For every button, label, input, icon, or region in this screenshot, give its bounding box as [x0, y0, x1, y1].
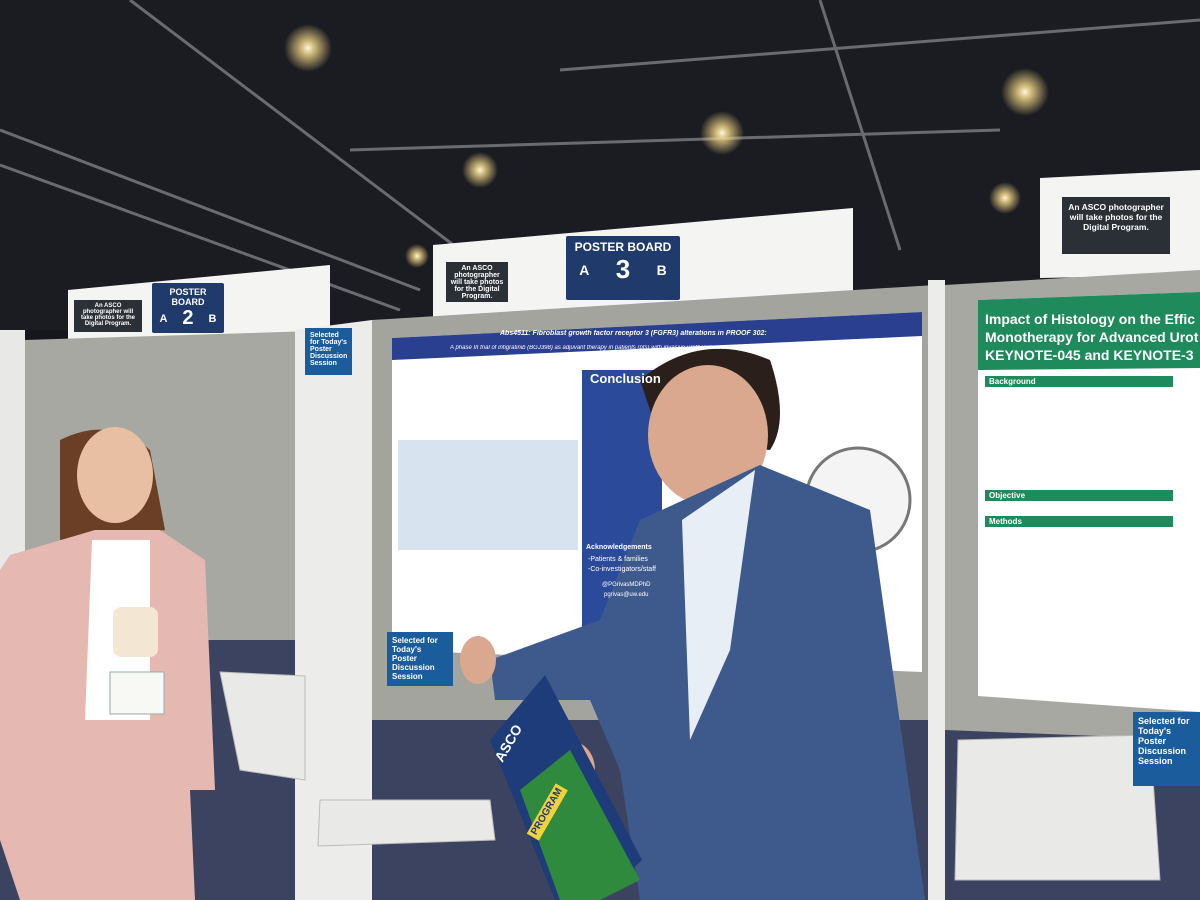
poster-title: KEYNOTE-045 and KEYNOTE-3 — [985, 347, 1194, 363]
poster-section-heading: Objective — [985, 490, 1173, 502]
poster-title: Monotherapy for Advanced Urot — [985, 329, 1199, 345]
sign-letter: A — [159, 312, 168, 325]
poster-title: Abs4511: Fibroblast growth factor recept… — [500, 330, 767, 337]
discussion-label: Selected for Today's Poster Discussion S… — [387, 632, 453, 686]
poster-text: pgrivas@uw.edu — [604, 592, 649, 598]
woman — [0, 427, 215, 900]
poster — [978, 292, 1200, 712]
man — [460, 348, 925, 900]
sign-heading: POSTER BOARD — [169, 287, 207, 307]
ceiling-lights — [284, 24, 1049, 268]
sign-letter: B — [656, 261, 667, 278]
poster-header — [978, 292, 1200, 370]
sign-letter: A — [579, 261, 590, 278]
poster-text: @PGrivasMDPhD — [602, 582, 651, 588]
board-number: 3 — [615, 254, 631, 284]
poster-title: Impact of Histology on the Effic — [985, 311, 1196, 327]
poster-section-heading: Acknowledgements — [586, 544, 652, 551]
poster-subtitle: A phase III trial of infigratinib (BGJ39… — [450, 345, 755, 351]
board-frame — [295, 320, 372, 900]
board-number: 2 — [182, 307, 194, 329]
poster-text: -Co-investigators/staff — [588, 566, 656, 573]
chairs — [219, 671, 1161, 881]
poster-board-sign: POSTER BOARD A 3 B — [566, 236, 680, 300]
poster-section-heading: Methods — [985, 516, 1173, 528]
discussion-label: Selected for Today's Poster Discussion S… — [1133, 712, 1200, 786]
board-frame — [928, 280, 945, 900]
photographer-notice: An ASCO photographer will take photos fo… — [446, 262, 508, 302]
poster-board-sign: POSTER BOARD A 2 B — [152, 283, 224, 333]
photographer-notice: An ASCO photographer will take photos fo… — [74, 300, 142, 332]
discussion-label: Selected for Today's Poster Discussion S… — [305, 328, 352, 375]
sign-heading: POSTER BOARD — [574, 240, 672, 254]
poster-figure — [398, 440, 578, 550]
program-booklet — [490, 675, 642, 900]
photographer-notice: An ASCO photographer will take photos fo… — [1062, 197, 1170, 254]
poster-section-heading: Conclusions — [590, 372, 660, 386]
sign-letter: B — [208, 312, 217, 325]
trusses — [0, 0, 1200, 312]
poster-section-heading: Background — [985, 376, 1173, 388]
poster-text: -Patients & families — [588, 556, 648, 563]
poster-header — [392, 312, 922, 360]
